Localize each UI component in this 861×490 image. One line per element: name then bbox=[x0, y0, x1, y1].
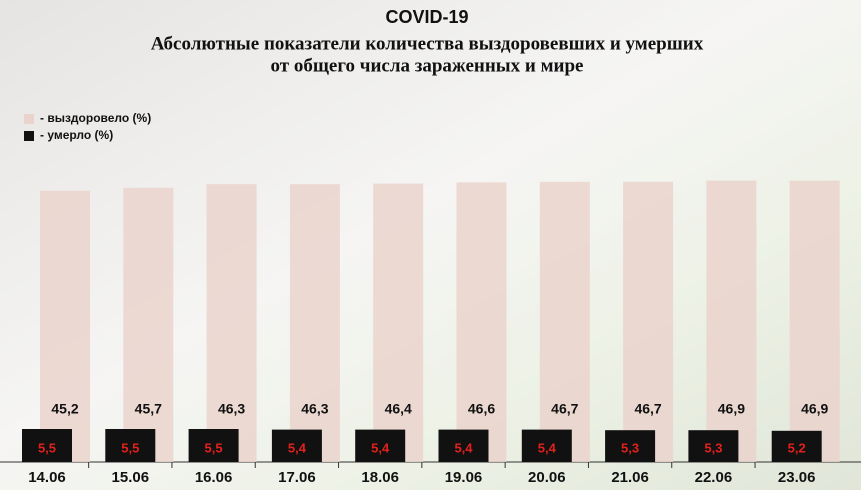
bar bbox=[206, 184, 257, 462]
x-tick-label: 17.06 bbox=[278, 469, 316, 486]
x-tick-label: 16.06 bbox=[195, 469, 233, 486]
value-label: 5,4 bbox=[371, 440, 390, 455]
x-tick-label: 14.06 bbox=[28, 469, 66, 486]
bar bbox=[456, 182, 507, 462]
value-label: 46,3 bbox=[301, 401, 328, 417]
value-label: 46,3 bbox=[218, 401, 245, 417]
x-tick-label: 21.06 bbox=[611, 469, 649, 486]
bar bbox=[105, 429, 156, 462]
bar bbox=[539, 181, 590, 463]
value-label: 45,7 bbox=[135, 401, 162, 417]
bar bbox=[355, 429, 406, 462]
bar bbox=[22, 429, 72, 462]
bar bbox=[789, 180, 840, 462]
legend-swatch bbox=[24, 114, 34, 124]
bar bbox=[623, 181, 674, 463]
x-tick-label: 23.06 bbox=[778, 469, 816, 486]
value-label: 46,9 bbox=[801, 401, 828, 417]
bar bbox=[771, 430, 822, 462]
value-label: 5,3 bbox=[704, 440, 722, 455]
bar bbox=[271, 429, 322, 462]
x-tick-label: 15.06 bbox=[112, 469, 150, 486]
bar bbox=[40, 190, 90, 463]
value-label: 46,9 bbox=[718, 401, 745, 417]
x-tick-label: 22.06 bbox=[695, 469, 733, 486]
bar bbox=[373, 183, 424, 462]
bar bbox=[706, 180, 757, 462]
value-label: 5,4 bbox=[288, 440, 307, 455]
bar bbox=[188, 429, 239, 462]
chart-subtitle: Абсолютные показатели количества выздоро… bbox=[151, 33, 704, 54]
value-label: 5,5 bbox=[205, 440, 223, 455]
legend-label: - умерло (%) bbox=[40, 128, 113, 142]
legend-swatch bbox=[24, 131, 34, 141]
x-tick-label: 20.06 bbox=[528, 469, 566, 486]
value-label: 5,4 bbox=[538, 440, 557, 455]
value-label: 45,2 bbox=[51, 401, 78, 417]
chart-title: COVID-19 bbox=[385, 7, 468, 27]
value-label: 46,7 bbox=[634, 401, 661, 417]
legend-label: - выздоровело (%) bbox=[40, 111, 151, 125]
value-label: 5,5 bbox=[38, 440, 56, 455]
bar bbox=[289, 184, 340, 462]
value-label: 5,2 bbox=[788, 440, 806, 455]
value-label: 5,4 bbox=[454, 440, 473, 455]
value-label: 46,4 bbox=[385, 401, 412, 417]
chart-subtitle: от общего числа зараженных и мире bbox=[271, 55, 584, 76]
value-label: 46,6 bbox=[468, 401, 495, 417]
bar bbox=[688, 430, 739, 462]
bar bbox=[605, 430, 656, 462]
value-label: 46,7 bbox=[551, 401, 578, 417]
value-label: 5,3 bbox=[621, 440, 639, 455]
x-tick-label: 19.06 bbox=[445, 469, 483, 486]
value-label: 5,5 bbox=[121, 440, 139, 455]
bar bbox=[438, 429, 489, 462]
bar bbox=[123, 187, 174, 463]
x-tick-label: 18.06 bbox=[361, 469, 399, 486]
bar bbox=[521, 429, 572, 462]
